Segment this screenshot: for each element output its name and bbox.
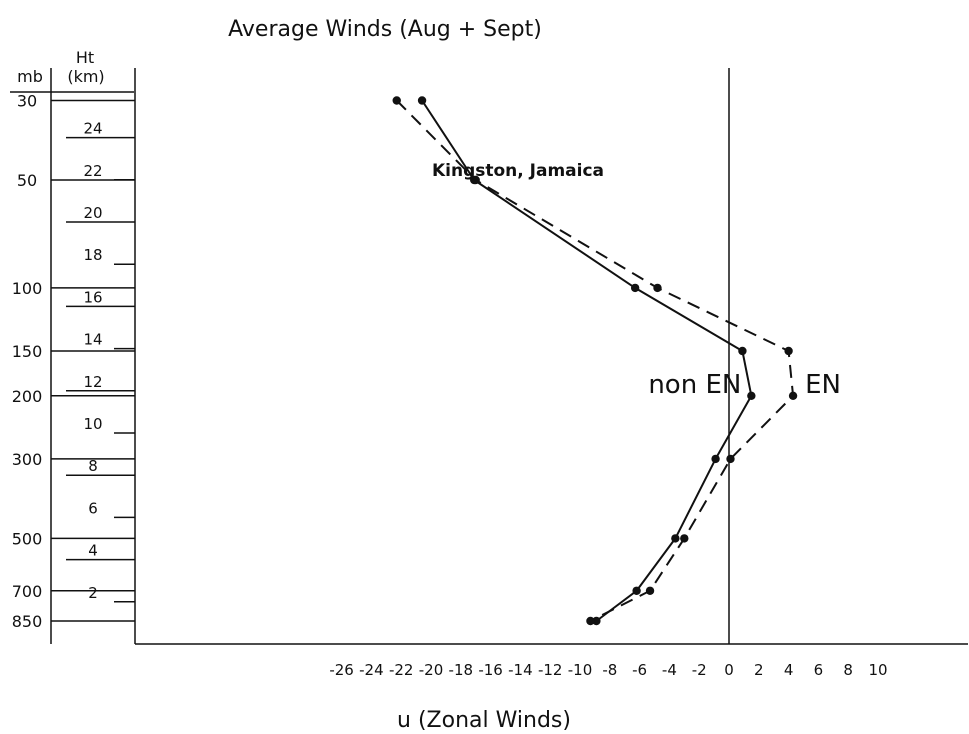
x-tick-label: -6	[632, 661, 647, 679]
data-point-en	[471, 175, 480, 185]
height-tick-label: 2	[88, 584, 98, 602]
data-point-non-en	[747, 391, 756, 400]
pressure-tick-label: 700	[12, 582, 43, 601]
height-axis-label: Ht	[76, 48, 94, 67]
x-tick-label: -22	[389, 661, 414, 679]
series-label-en: EN	[805, 370, 841, 400]
height-tick-label: 24	[83, 120, 102, 138]
pressure-tick-label: 30	[17, 91, 37, 110]
data-point-en	[680, 534, 689, 543]
data-point-en	[586, 616, 595, 626]
series-layer: non EN EN	[392, 96, 841, 626]
x-tick-label: 10	[868, 661, 887, 679]
x-tick-label: 4	[784, 661, 794, 679]
data-point-non-en	[671, 534, 680, 543]
x-tick-label: -26	[329, 661, 354, 679]
data-point-en	[788, 391, 798, 400]
data-point-en	[392, 96, 401, 105]
x-tick-label: -4	[662, 661, 677, 679]
height-axis-label: (km)	[67, 67, 104, 86]
x-tick-label: 6	[814, 661, 824, 679]
pressure-axis-label: mb	[17, 67, 43, 86]
height-tick-label: 10	[83, 415, 102, 433]
data-point-en	[726, 454, 735, 464]
x-tick-label: 8	[843, 661, 853, 679]
height-tick-label: 14	[83, 331, 102, 349]
pressure-tick-label: 500	[12, 529, 43, 548]
x-tick-label: -18	[449, 661, 474, 679]
height-tick-label: 16	[83, 288, 102, 306]
x-tick-label: -16	[478, 661, 503, 679]
data-point-non-en	[417, 96, 427, 105]
series-label-non-en: non EN	[648, 370, 741, 400]
pressure-tick-label: 300	[12, 450, 43, 469]
data-point-non-en	[632, 586, 641, 595]
pressure-tick-label: 200	[12, 387, 43, 406]
data-point-non-en	[630, 283, 640, 293]
height-tick-label: 18	[83, 246, 102, 264]
x-tick-label: -24	[359, 661, 384, 679]
height-tick-label: 12	[83, 373, 102, 391]
height-tick-label: 6	[88, 499, 98, 517]
axes-layer: -26 -24 -22 -20 -18 -16 -14 -12 -10 -8 -6 -4 -2 0 2 4 6 8…	[12, 91, 888, 679]
x-tick-label: -10	[568, 661, 593, 679]
x-tick-label: -2	[692, 661, 707, 679]
chart-annotation: Kingston, Jamaica	[432, 161, 604, 181]
pressure-tick-label: 100	[12, 279, 43, 298]
x-tick-label: -12	[538, 661, 563, 679]
data-point-non-en	[711, 454, 720, 464]
height-tick-label: 8	[88, 457, 98, 475]
data-point-en	[645, 586, 655, 595]
x-tick-label: -8	[602, 661, 617, 679]
data-point-en	[784, 346, 793, 356]
x-axis-label: u (Zonal Winds)	[397, 708, 571, 733]
x-tick-label: -14	[508, 661, 533, 679]
chart-title: Average Winds (Aug + Sept)	[228, 17, 542, 42]
data-point-non-en	[738, 346, 747, 356]
height-tick-label: 20	[83, 204, 102, 222]
pressure-tick-label: 850	[12, 612, 43, 631]
x-tick-label: 0	[724, 661, 734, 679]
height-tick-label: 22	[83, 162, 102, 180]
pressure-tick-label: 50	[17, 171, 37, 190]
x-tick-label: 2	[754, 661, 764, 679]
data-point-en	[653, 283, 662, 293]
pressure-tick-label: 150	[12, 342, 43, 361]
height-tick-label: 4	[88, 542, 98, 560]
x-tick-label: -20	[419, 661, 444, 679]
